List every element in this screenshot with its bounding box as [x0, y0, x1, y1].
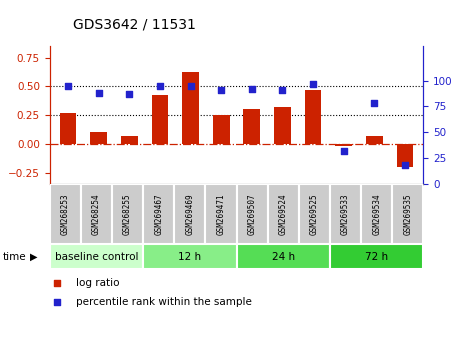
Text: log ratio: log ratio	[76, 279, 119, 289]
Point	[187, 83, 194, 88]
Bar	[205, 184, 236, 244]
Bar	[274, 107, 291, 144]
Bar	[299, 184, 330, 244]
Text: GSM269507: GSM269507	[247, 193, 256, 235]
Point	[125, 91, 133, 97]
Text: GSM269534: GSM269534	[372, 193, 381, 235]
Point	[301, 34, 308, 40]
Bar	[330, 244, 423, 269]
Bar	[396, 144, 413, 167]
Text: GSM268253: GSM268253	[61, 193, 70, 235]
Bar	[143, 184, 174, 244]
Bar	[50, 244, 143, 269]
Text: baseline control: baseline control	[54, 252, 138, 262]
Bar	[60, 113, 77, 144]
Text: 12 h: 12 h	[178, 252, 201, 262]
Bar	[112, 184, 143, 244]
Bar	[213, 115, 229, 144]
Bar	[366, 136, 383, 144]
Bar	[335, 144, 352, 146]
Point	[301, 201, 308, 206]
Text: GSM269524: GSM269524	[279, 193, 288, 235]
Bar	[244, 109, 260, 144]
Point	[309, 81, 317, 86]
Bar	[330, 184, 361, 244]
Text: GSM269533: GSM269533	[341, 193, 350, 235]
Bar	[50, 184, 81, 244]
Text: GDS3642 / 11531: GDS3642 / 11531	[73, 18, 196, 32]
Bar	[392, 184, 423, 244]
Point	[279, 87, 286, 93]
Text: GSM269535: GSM269535	[403, 193, 412, 235]
Bar	[174, 184, 205, 244]
Text: GSM269471: GSM269471	[217, 193, 226, 235]
Text: GSM268255: GSM268255	[123, 193, 132, 235]
Bar	[236, 184, 268, 244]
Text: 72 h: 72 h	[365, 252, 388, 262]
Bar	[121, 136, 138, 144]
Point	[218, 87, 225, 93]
Text: percentile rank within the sample: percentile rank within the sample	[76, 297, 252, 307]
Text: GSM268254: GSM268254	[92, 193, 101, 235]
Bar	[151, 96, 168, 144]
Point	[340, 148, 348, 154]
Bar	[361, 184, 392, 244]
Text: ▶: ▶	[30, 252, 37, 262]
Text: GSM269467: GSM269467	[154, 193, 163, 235]
Bar	[236, 244, 330, 269]
Point	[95, 90, 103, 96]
Bar	[143, 244, 236, 269]
Text: GSM269525: GSM269525	[310, 193, 319, 235]
Bar	[182, 73, 199, 144]
Point	[156, 83, 164, 88]
Bar	[90, 132, 107, 144]
Point	[248, 86, 255, 92]
Point	[64, 83, 72, 88]
Bar	[305, 90, 322, 144]
Text: time: time	[2, 252, 26, 262]
Point	[401, 162, 409, 168]
Bar	[81, 184, 112, 244]
Text: GSM269469: GSM269469	[185, 193, 194, 235]
Point	[370, 101, 378, 106]
Text: 24 h: 24 h	[272, 252, 295, 262]
Bar	[268, 184, 299, 244]
